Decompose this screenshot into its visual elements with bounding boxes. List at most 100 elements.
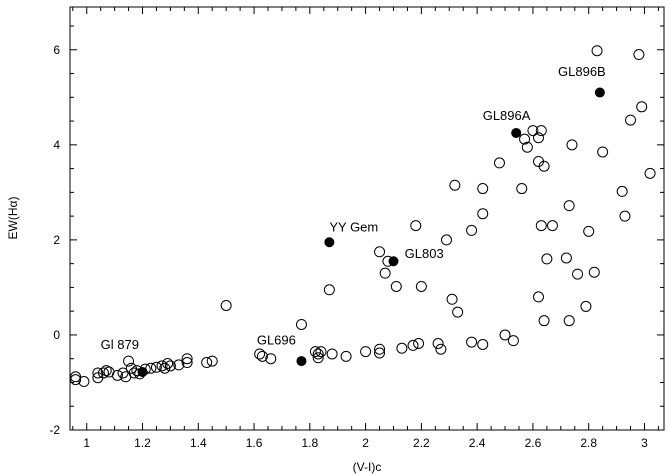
y-tick-label: 0 — [53, 328, 60, 342]
x-tick-label: 1.8 — [301, 436, 318, 450]
open-data-point — [546, 220, 558, 232]
open-data-point — [566, 139, 578, 151]
open-data-point — [597, 146, 609, 158]
open-data-point — [527, 125, 539, 137]
open-data-point — [396, 342, 408, 354]
open-data-point — [538, 315, 550, 327]
x-tick-label: 1.6 — [246, 436, 263, 450]
x-axis-ticks: 1 1.2 1.4 1.6 1.8 2 2.2 2.4 2.6 2.8 3 — [72, 7, 659, 450]
open-data-point — [466, 336, 478, 348]
open-data-point — [588, 266, 600, 278]
open-data-point — [493, 157, 505, 169]
open-data-point — [70, 371, 82, 383]
open-data-point — [326, 348, 338, 360]
open-data-point — [516, 183, 528, 195]
open-data-point — [150, 361, 162, 373]
y-tick-label: 6 — [53, 43, 60, 57]
open-data-point — [625, 114, 637, 126]
open-data-point — [449, 179, 461, 191]
open-data-point — [636, 101, 648, 113]
star-name-annotation: Gl 879 — [101, 337, 139, 352]
open-data-point — [379, 267, 391, 279]
y-tick-label: 2 — [53, 233, 60, 247]
open-data-point — [533, 291, 545, 303]
x-tick-label: 3 — [641, 436, 648, 450]
x-tick-label: 2 — [362, 436, 369, 450]
filled-data-point — [296, 356, 307, 367]
y-axis-ticks: -2 0 2 4 6 — [49, 25, 664, 437]
y-axis-label: EW(Hα) — [6, 197, 20, 240]
open-data-point — [340, 350, 352, 362]
open-data-point — [156, 360, 168, 372]
open-data-point — [477, 338, 489, 350]
open-data-point — [407, 339, 419, 351]
open-data-point — [265, 353, 277, 365]
open-data-point — [254, 348, 266, 360]
open-data-point — [374, 343, 386, 355]
x-tick-label: 2.4 — [469, 436, 486, 450]
open-data-point — [256, 350, 268, 362]
open-data-point — [413, 337, 425, 349]
star-name-annotation: YY Gem — [329, 219, 378, 234]
open-data-point — [572, 268, 584, 280]
open-data-point — [312, 348, 324, 360]
open-data-point — [374, 347, 386, 359]
open-data-point — [440, 234, 452, 246]
open-data-point — [309, 346, 321, 358]
open-data-point — [374, 246, 386, 258]
plot-frame — [69, 6, 665, 431]
open-data-point — [117, 367, 129, 379]
open-data-point — [206, 355, 218, 367]
open-data-point — [220, 299, 232, 311]
open-data-point — [477, 183, 489, 195]
open-data-point — [164, 360, 176, 372]
open-data-point — [580, 300, 592, 312]
open-data-point — [432, 337, 444, 349]
open-data-point — [452, 306, 464, 318]
open-data-point — [173, 359, 185, 371]
open-data-point — [145, 362, 157, 374]
open-data-point — [644, 167, 656, 179]
filled-data-point — [594, 87, 605, 98]
open-data-point — [563, 315, 575, 327]
open-data-point — [323, 284, 335, 296]
y-tick-label: -2 — [49, 423, 60, 437]
open-data-point — [446, 293, 458, 305]
open-data-point — [435, 343, 447, 355]
open-data-point — [415, 280, 427, 292]
open-data-point — [466, 224, 478, 236]
open-data-point — [533, 132, 545, 144]
open-data-point — [97, 367, 109, 379]
open-data-point — [583, 225, 595, 237]
open-data-point — [312, 352, 324, 364]
data-points — [70, 45, 656, 388]
open-data-point — [521, 141, 533, 153]
star-name-annotation: GL803 — [405, 246, 444, 261]
open-data-point — [315, 346, 327, 358]
open-data-point — [162, 357, 174, 369]
star-name-annotation: GL696 — [257, 332, 296, 347]
y-tick-label: 4 — [53, 138, 60, 152]
open-data-point — [541, 253, 553, 265]
x-tick-label: 1 — [83, 436, 90, 450]
x-tick-label: 1.2 — [134, 436, 151, 450]
star-name-annotation: GL896A — [483, 108, 531, 123]
x-tick-label: 2.6 — [525, 436, 542, 450]
open-data-point — [360, 346, 372, 358]
open-data-point — [70, 374, 82, 386]
open-data-point — [560, 252, 572, 264]
open-data-point — [390, 280, 402, 292]
open-data-point — [563, 200, 575, 212]
open-data-point — [616, 185, 628, 197]
open-data-point — [477, 208, 489, 220]
open-data-point — [538, 160, 550, 172]
open-data-point — [507, 335, 519, 347]
filled-data-point — [137, 367, 148, 378]
open-data-point — [123, 355, 135, 367]
open-data-point — [111, 369, 123, 381]
open-data-point — [535, 125, 547, 137]
star-name-annotation: GL896B — [558, 64, 606, 79]
x-axis-label: (V-I)c — [353, 460, 382, 474]
open-data-point — [295, 318, 307, 330]
